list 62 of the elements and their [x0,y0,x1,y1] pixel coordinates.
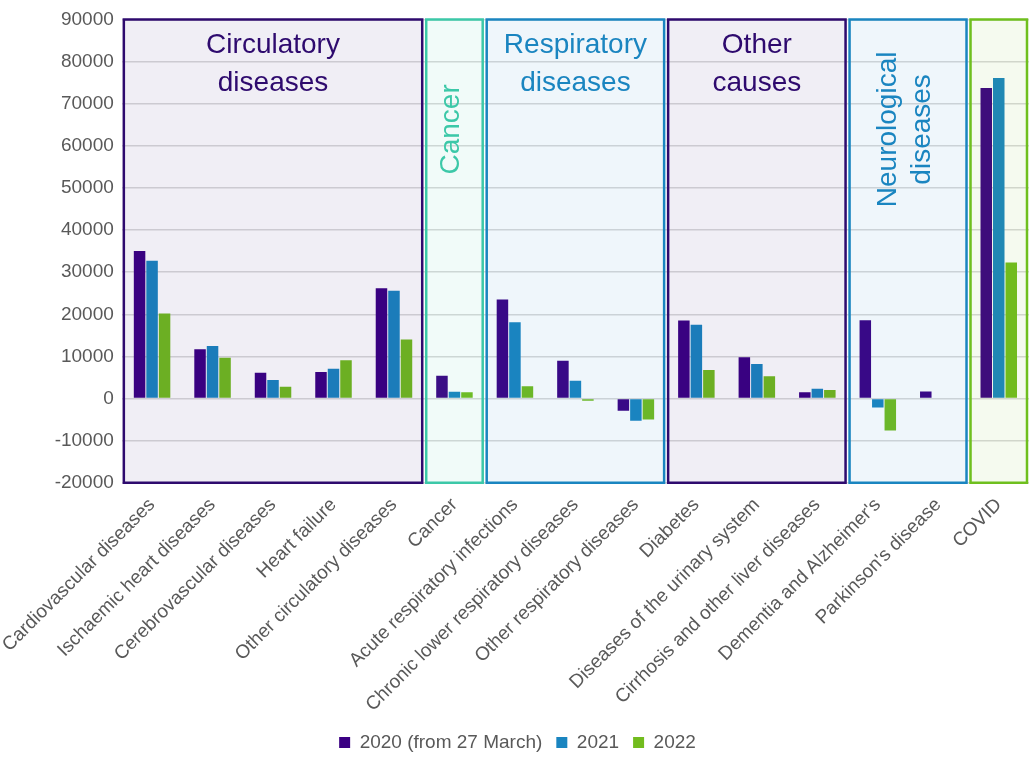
bar [254,372,267,398]
bar [569,380,582,398]
bar [690,324,703,398]
bar [219,357,231,398]
bar [400,339,413,398]
bar [315,372,327,398]
y-tick-label: 0 [103,386,114,408]
y-tick-label: 20000 [60,302,114,324]
bar [617,399,630,411]
bar [279,386,292,398]
bar [146,260,158,398]
bar [920,391,932,398]
y-tick-label: 70000 [60,91,114,113]
bar [884,399,897,431]
band-label: Respiratory diseases [503,28,647,98]
bar [340,360,352,398]
y-tick-label: 50000 [60,176,114,198]
bar [799,392,811,398]
bar [859,320,872,398]
y-tick-label: 30000 [60,260,114,282]
bar [678,320,690,398]
legend-label: 2021 [576,730,620,752]
y-tick-label: 60000 [60,134,114,156]
band-label: Cancer [434,84,466,175]
bar [703,369,715,398]
bar [461,392,473,398]
legend-label: 2020 (from 27 March) [359,730,543,752]
bar [436,375,448,398]
bar [993,77,1005,398]
band-label: Neurological diseases [870,51,936,208]
bar [158,313,171,398]
bar [763,376,776,398]
bar [388,290,400,398]
bar [630,399,642,421]
y-tick-label: 10000 [60,344,114,366]
bar [980,88,993,398]
bar [521,386,534,398]
bar [267,380,279,398]
bar [194,349,206,398]
y-tick-label: -10000 [54,428,114,450]
y-tick-label: 90000 [60,7,114,29]
band-label: Other causes [712,28,802,98]
bar [557,360,569,398]
y-tick-label: 80000 [60,49,114,71]
bar [496,299,509,398]
bar [824,390,836,398]
bar [327,368,340,398]
bar [509,322,521,398]
bar [751,364,763,398]
bar [738,357,751,398]
band-label: Circulatory diseases [206,28,340,98]
y-tick-label: -20000 [54,471,114,493]
bar [448,391,461,398]
bar [206,345,219,398]
bar [642,399,655,420]
bar [872,399,884,408]
bar [811,388,824,398]
bar [133,251,146,398]
y-tick-label: 40000 [60,218,114,240]
legend-label: 2022 [653,730,696,752]
bar [1005,262,1018,398]
bar [375,288,388,398]
